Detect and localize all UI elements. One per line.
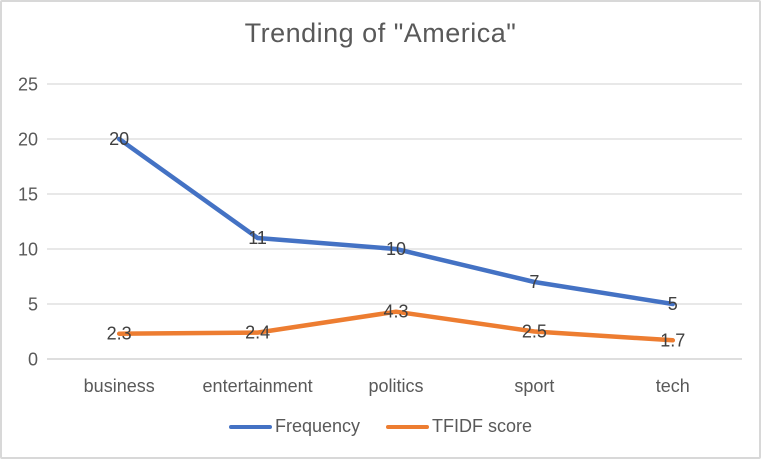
data-label-frequency: 11 [248, 228, 267, 248]
y-tick-label: 25 [18, 75, 38, 95]
x-category-label-business: business [84, 376, 155, 396]
legend: Frequency TFIDF score [2, 416, 759, 437]
series-line-frequency[interactable] [116, 136, 676, 307]
data-label-tfidf-score: 2.4 [245, 323, 270, 343]
data-label-frequency: 10 [386, 239, 406, 259]
chart-title: Trending of "America" [244, 18, 517, 48]
y-tick-label: 20 [18, 130, 38, 150]
legend-item-frequency[interactable]: Frequency [228, 416, 361, 437]
data-label-tfidf-score: 4.3 [383, 302, 408, 322]
x-category-label-sport: sport [514, 376, 554, 396]
data-label-frequency: 5 [668, 294, 678, 314]
x-category-label-politics: politics [368, 376, 423, 396]
y-tick-label: 10 [18, 240, 38, 260]
data-label-tfidf-score: 2.5 [522, 322, 547, 342]
y-tick-label: 15 [18, 185, 38, 205]
data-label-tfidf-score: 2.3 [107, 324, 132, 344]
data-label-frequency: 7 [529, 272, 539, 292]
x-category-label-tech: tech [656, 376, 690, 396]
x-category-label-entertainment: entertainment [203, 376, 313, 396]
data-label-tfidf-score: 1.7 [660, 330, 685, 350]
series-line-tfidf-score[interactable] [116, 309, 676, 343]
data-label-frequency: 20 [109, 129, 129, 149]
legend-item-tfidf-score[interactable]: TFIDF score [386, 416, 532, 437]
legend-line-swatch [386, 424, 430, 429]
legend-label: Frequency [274, 416, 361, 436]
y-tick-label: 5 [28, 295, 38, 315]
legend-line-swatch [228, 424, 272, 429]
legend-label: TFIDF score [432, 416, 533, 436]
y-tick-label: 0 [28, 350, 38, 370]
